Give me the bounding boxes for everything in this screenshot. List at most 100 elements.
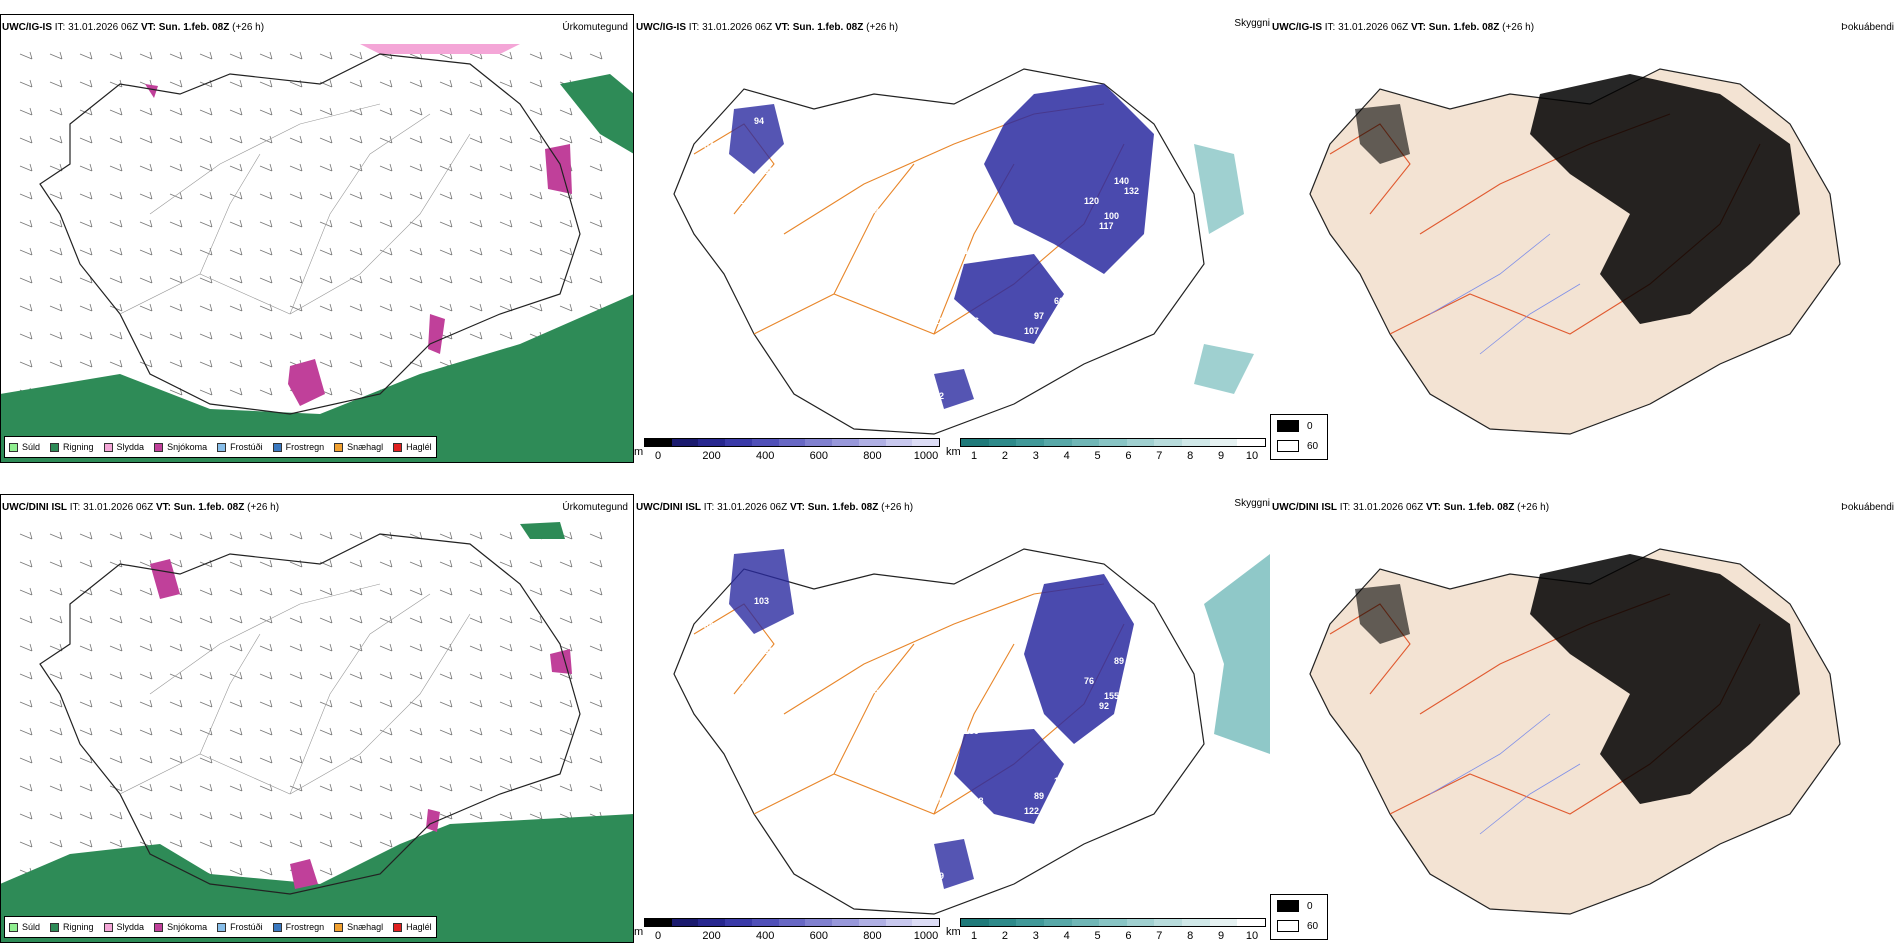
wind-barb-icon bbox=[379, 699, 393, 708]
wind-barb-icon bbox=[349, 839, 363, 848]
vis-area-1 bbox=[1194, 144, 1254, 394]
wind-barb-icon bbox=[199, 559, 213, 568]
wind-barb-icon bbox=[409, 79, 423, 88]
wind-barb-icon bbox=[169, 839, 183, 848]
wind-barb-icon bbox=[259, 755, 273, 764]
wind-barb-icon bbox=[439, 79, 453, 88]
wind-barb-icon bbox=[259, 643, 273, 652]
wind-barb-icon bbox=[199, 275, 213, 284]
fog-legend-label: 60 bbox=[1307, 920, 1319, 932]
wind-barb-icon bbox=[289, 247, 303, 256]
colorbar-tick: 1000 bbox=[913, 450, 939, 462]
wind-barb-icon bbox=[79, 615, 93, 624]
wind-barb-icon bbox=[589, 247, 603, 256]
legend-swatch bbox=[272, 922, 282, 932]
colorbar-segment bbox=[832, 919, 859, 926]
cloud-base-label: 89 bbox=[1114, 656, 1124, 666]
legend-swatch bbox=[50, 922, 60, 932]
wind-barb-icon bbox=[289, 755, 303, 764]
wind-barb-icon bbox=[79, 191, 93, 200]
colorbar-tick: 2 bbox=[1001, 930, 1008, 942]
wind-barb-icon bbox=[139, 531, 153, 540]
colorbar-segment bbox=[885, 439, 913, 446]
wind-barb-icon bbox=[439, 615, 453, 624]
precip-legend-1: Súld Rigning Slydda Snjókoma Frostúði Frostre… bbox=[4, 436, 437, 458]
wind-barb-icon bbox=[79, 303, 93, 312]
wind-barb-icon bbox=[169, 559, 183, 568]
wind-barb-icon bbox=[229, 247, 243, 256]
wind-barb-icon bbox=[379, 135, 393, 144]
wind-barb-icon bbox=[589, 755, 603, 764]
wind-barb-icon bbox=[109, 643, 123, 652]
wind-barb-icon bbox=[259, 359, 273, 368]
wind-barb-icon bbox=[169, 671, 183, 680]
wind-barb-icon bbox=[109, 671, 123, 680]
colorbar-segment bbox=[698, 919, 726, 926]
wind-barb-icon bbox=[19, 219, 33, 228]
wind-barb-icon bbox=[379, 615, 393, 624]
wind-barb-icon bbox=[529, 615, 543, 624]
cloud-base-label: 150 bbox=[1054, 776, 1069, 786]
wind-barb-icon bbox=[259, 587, 273, 596]
colorbar-segment bbox=[1237, 439, 1266, 446]
wind-barb-icon bbox=[469, 247, 483, 256]
wind-barb-icon bbox=[229, 783, 243, 792]
fog-legend-row: 60 bbox=[1277, 920, 1318, 932]
wind-barb-icon bbox=[349, 51, 363, 60]
wind-barb-icon bbox=[49, 135, 63, 144]
cloud-base-label: 99 bbox=[934, 796, 944, 806]
wind-barb-icon bbox=[259, 191, 273, 200]
wind-barb-icon bbox=[289, 331, 303, 340]
wind-barb-icon bbox=[109, 331, 123, 340]
field-label-fog-2: Þokuábendi bbox=[1841, 502, 1894, 513]
colorbar-unit: km bbox=[946, 926, 961, 938]
wind-barb-icon bbox=[529, 247, 543, 256]
wind-barb-icon bbox=[289, 839, 303, 848]
colorbar-tick: 5 bbox=[1094, 930, 1101, 942]
wind-barb-icon bbox=[529, 135, 543, 144]
wind-barb-icon bbox=[409, 331, 423, 340]
colorbar-segment bbox=[858, 439, 886, 446]
wind-barb-icon bbox=[409, 699, 423, 708]
wind-barb-icon bbox=[499, 811, 513, 820]
colorbar-tick: 200 bbox=[702, 450, 721, 462]
panel-title-2c: UWC/DINI ISL IT: 31.01.2026 06Z VT: Sun.… bbox=[1272, 502, 1550, 513]
cloud-base-label: 107 bbox=[1024, 326, 1039, 336]
wind-barb-icon bbox=[349, 79, 363, 88]
cloud-base-label: 99 bbox=[734, 676, 744, 686]
wind-barb-icon bbox=[229, 699, 243, 708]
wind-barb-icon bbox=[229, 531, 243, 540]
wind-barb-icon bbox=[19, 587, 33, 596]
fog-area-nw-2 bbox=[1355, 584, 1410, 644]
panel-title-1c: UWC/IG-IS IT: 31.01.2026 06Z VT: Sun. 1.… bbox=[1272, 22, 1535, 33]
wind-barb-icon bbox=[79, 51, 93, 60]
wind-barb-icon bbox=[349, 135, 363, 144]
wind-barb-icon bbox=[499, 163, 513, 172]
wind-barb-icon bbox=[289, 51, 303, 60]
ceiling-area-s-2 bbox=[934, 839, 974, 889]
colorbar-segment bbox=[832, 439, 859, 446]
fog-legend-2: 0 60 bbox=[1270, 894, 1328, 940]
wind-barb-icon bbox=[349, 331, 363, 340]
wind-barb-icon bbox=[379, 783, 393, 792]
wind-barb-icon bbox=[409, 303, 423, 312]
wind-barb-icon bbox=[499, 783, 513, 792]
wind-barb-icon bbox=[19, 727, 33, 736]
wind-barb-icon bbox=[139, 331, 153, 340]
wind-barb-icon bbox=[139, 303, 153, 312]
wind-barb-icon bbox=[529, 587, 543, 596]
wind-barb-icon bbox=[259, 331, 273, 340]
wind-barb-icon bbox=[79, 359, 93, 368]
legend-swatch bbox=[103, 922, 113, 932]
fog-legend-row: 0 bbox=[1277, 420, 1313, 432]
colorbar-tick: 600 bbox=[809, 930, 828, 942]
wind-barb-icon bbox=[319, 303, 333, 312]
wind-barb-icon bbox=[229, 191, 243, 200]
wind-barb-icon bbox=[199, 107, 213, 116]
wind-barb-icon bbox=[169, 615, 183, 624]
colorbar-unit: m bbox=[634, 926, 644, 938]
wind-barb-icon bbox=[199, 671, 213, 680]
wind-barb-icon bbox=[409, 615, 423, 624]
wind-barb-icon bbox=[409, 755, 423, 764]
wind-barb-icon bbox=[19, 783, 33, 792]
